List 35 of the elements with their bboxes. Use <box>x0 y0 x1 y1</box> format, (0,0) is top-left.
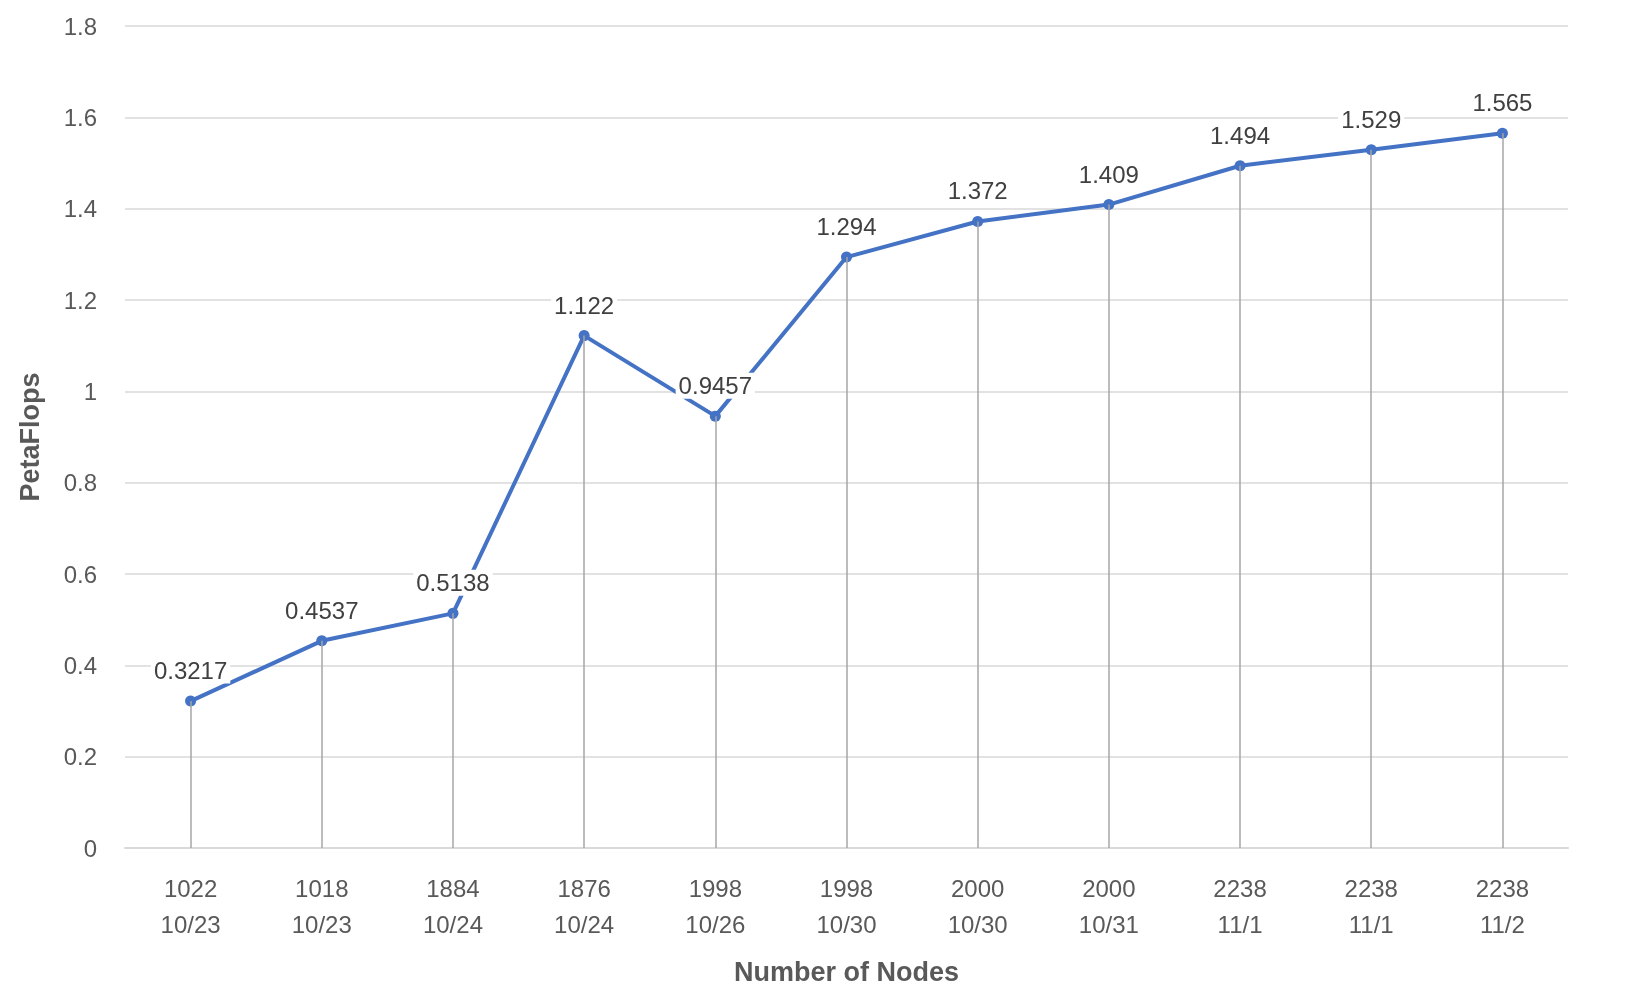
data-label: 1.565 <box>1472 89 1533 117</box>
y-tick-label: 0.6 <box>63 560 97 588</box>
data-label: 0.9457 <box>678 372 753 400</box>
x-tick-label: 1022 10/23 <box>160 874 221 938</box>
x-tick-label: 2000 10/30 <box>947 874 1008 938</box>
data-label: 1.529 <box>1341 105 1402 133</box>
point <box>1365 144 1377 156</box>
y-tick-label: 1.6 <box>63 103 97 131</box>
x-axis-title: Number of Nodes <box>733 956 960 987</box>
data-label: 1.494 <box>1210 121 1271 149</box>
data-label: 1.372 <box>947 177 1008 205</box>
data-label: 1.294 <box>816 213 877 241</box>
x-tick-label: 1884 10/24 <box>422 874 483 938</box>
y-tick-label: 1.8 <box>63 12 97 40</box>
y-tick-label: 1.4 <box>63 195 97 223</box>
x-tick-label: 2238 11/1 <box>1213 874 1267 938</box>
y-tick-label: 0 <box>83 834 97 862</box>
data-label: 1.122 <box>554 291 615 319</box>
x-tick-label: 1998 10/26 <box>685 874 746 938</box>
data-label: 0.3217 <box>153 657 228 685</box>
x-tick-label: 2238 11/1 <box>1344 874 1398 938</box>
x-tick-label: 1876 10/24 <box>554 874 615 938</box>
y-tick-label: 0.8 <box>63 469 97 497</box>
y-tick-label: 1.2 <box>63 286 97 314</box>
y-tick-label: 0.4 <box>63 651 97 679</box>
x-tick-label: 1018 10/23 <box>291 874 352 938</box>
y-axis-title: PetaFlops <box>14 372 45 502</box>
x-tick-label: 2238 11/2 <box>1475 874 1530 938</box>
data-label: 0.4537 <box>285 596 359 624</box>
x-tick-label: 2000 10/31 <box>1078 874 1139 938</box>
y-tick-label: 0.2 <box>63 743 97 771</box>
data-label: 1.409 <box>1078 160 1139 188</box>
x-tick-label: 1998 10/30 <box>816 874 877 938</box>
y-tick-label: 1 <box>83 377 97 405</box>
data-label: 0.5138 <box>416 569 490 597</box>
